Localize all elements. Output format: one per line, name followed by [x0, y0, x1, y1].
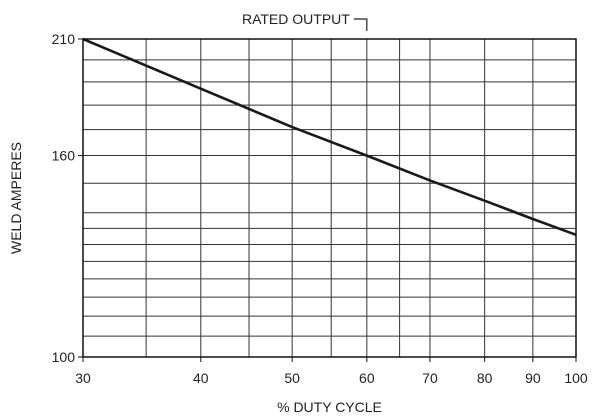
y-tick-label: 210: [52, 31, 76, 47]
y-tick-label: 160: [52, 148, 76, 164]
x-tick-labels: 30 40 50 60 70 80 90 100: [75, 357, 588, 386]
series-group: [82, 37, 577, 237]
grid-lines: [82, 38, 577, 358]
rated-output-marker: [353, 18, 368, 31]
rated-output-annotation: RATED OUTPUT: [242, 11, 368, 31]
x-tick-label: 40: [193, 370, 209, 386]
x-tick-label: 80: [477, 370, 493, 386]
y-tick-label: 100: [52, 349, 76, 365]
rated-output-label: RATED OUTPUT: [242, 11, 350, 27]
x-tick-label: 30: [75, 370, 91, 386]
x-axis-title: % DUTY CYCLE: [277, 399, 382, 415]
y-axis-title: WELD AMPERES: [8, 142, 24, 254]
x-tick-label: 60: [359, 370, 375, 386]
y-tick-labels: 100 160 210: [52, 31, 83, 365]
x-tick-label: 90: [525, 370, 541, 386]
x-tick-label: 70: [422, 370, 438, 386]
plot-frame: [82, 38, 577, 358]
x-tick-label: 50: [284, 370, 300, 386]
x-tick-label: 100: [564, 370, 588, 386]
series-line: [82, 37, 577, 237]
